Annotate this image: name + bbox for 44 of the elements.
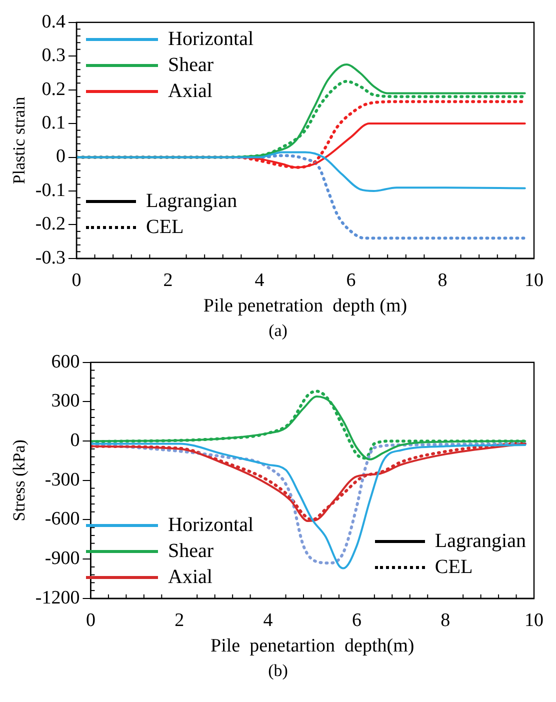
x-tick-label: 2 [163, 270, 173, 291]
y-axis-title: Plastic strain [10, 96, 29, 184]
x-tick-label: 4 [254, 270, 265, 291]
y-tick-label: 0.3 [42, 45, 66, 66]
y-tick-label: -0.2 [35, 214, 66, 235]
y-tick-label: 0 [56, 146, 66, 168]
y-tick-label: -0.3 [35, 247, 66, 268]
y-tick-label: 0.4 [42, 11, 66, 32]
y-tick-label: 0.1 [42, 112, 66, 134]
x-tick-label: 10 [524, 270, 544, 291]
legend-label: Axial [168, 80, 212, 102]
y-axis-title: Stress (kPa) [10, 440, 29, 522]
y-tick-label: -1200 [35, 587, 80, 608]
legend-label: Shear [168, 54, 214, 76]
x-axis-title: Pile penetartion depth(m) [210, 636, 414, 657]
y-tick-label: 0.2 [42, 78, 66, 100]
y-tick-label: -900 [44, 548, 80, 570]
annotation: Lagrangian [434, 530, 526, 552]
x-tick-label: 6 [346, 270, 356, 291]
line-series [76, 151, 526, 192]
annotation: CEL [146, 216, 184, 238]
x-tick-label: 4 [263, 610, 274, 631]
y-tick-label: -600 [44, 508, 80, 530]
legend-label: Shear [168, 540, 214, 562]
y-tick-label: 300 [51, 390, 80, 412]
x-tick-label: 2 [174, 610, 184, 631]
y-tick-label: -300 [44, 469, 80, 490]
x-axis-title: Pile penetration depth (m) [203, 296, 408, 317]
x-tick-label: 8 [438, 270, 448, 291]
x-tick-label: 8 [440, 610, 450, 631]
annotation: CEL [434, 556, 473, 578]
y-tick-label: 600 [51, 351, 80, 372]
text: (a) [268, 320, 288, 342]
annotation: Lagrangian [146, 190, 238, 212]
legend-label: Horizontal [168, 28, 254, 50]
y-tick-label: -0.1 [35, 180, 66, 201]
y-tick-label: 0 [70, 430, 80, 452]
x-tick-label: 6 [352, 610, 362, 631]
x-tick-label: 0 [86, 610, 96, 631]
text: (b) [267, 660, 289, 682]
legend-label: Horizontal [168, 514, 254, 536]
legend-label: Axial [168, 566, 212, 588]
line-series [76, 154, 526, 240]
x-tick-label: 10 [524, 610, 544, 631]
